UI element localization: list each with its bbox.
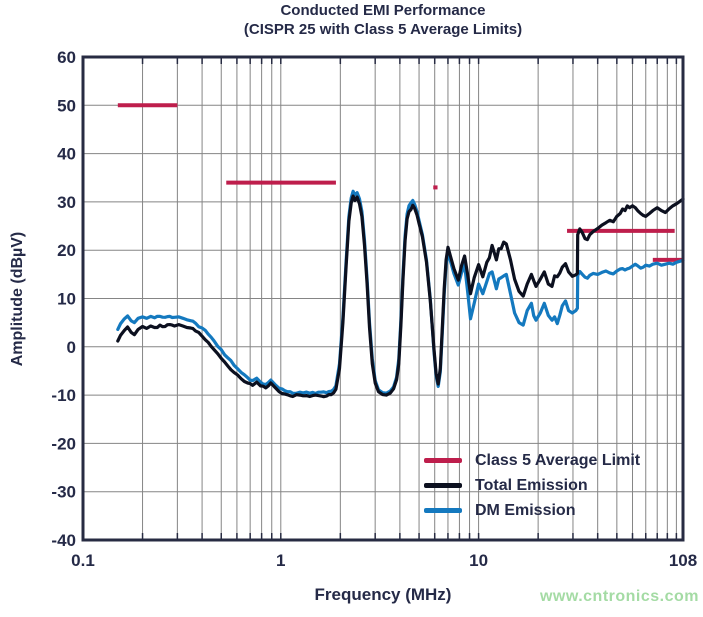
y-axis-title: Amplitude (dBµV) [9,231,26,367]
x-tick-label: 0.1 [71,551,95,570]
plot-frame [81,55,685,542]
legend-swatch-1 [424,483,462,488]
y-tick-label: -40 [51,531,76,550]
total-emission-line [116,194,685,399]
x-tick-label: 10 [469,551,488,570]
legend-row: Total Emission [424,473,640,498]
y-tick-label: -10 [51,386,76,405]
chart-title-line2: (CISPR 25 with Class 5 Average Limits) [243,21,523,38]
legend-label: Class 5 Average Limit [475,451,641,469]
x-tick-label: 1 [276,551,285,570]
y-tick-label: 20 [57,241,76,260]
x-axis-title: Frequency (MHz) [314,585,452,604]
legend-row: Class 5 Average Limit [424,448,640,473]
chart-title-line1: Conducted EMI Performance [280,2,486,19]
y-tick-label: 0 [67,338,76,357]
y-tick-label: 50 [57,96,76,115]
legend-swatch-0 [424,458,462,463]
watermark: www.cntronics.com [539,588,699,605]
legend-row: DM Emission [424,498,640,523]
y-tick-label: 40 [57,145,76,164]
legend-label: DM Emission [475,501,576,519]
legend-label: Total Emission [475,476,588,494]
y-tick-label: 30 [57,193,76,212]
y-tick-label: 60 [57,48,76,67]
chart-title: Conducted EMI Performance (CISPR 25 with… [83,1,683,39]
y-tick-label: 10 [57,290,76,309]
legend: Class 5 Average Limit Total Emission DM Em… [424,448,640,523]
x-tick-label: 108 [669,551,697,570]
legend-swatch-2 [424,508,462,513]
y-tick-label: -20 [51,434,76,453]
y-tick-label: -30 [51,483,76,502]
